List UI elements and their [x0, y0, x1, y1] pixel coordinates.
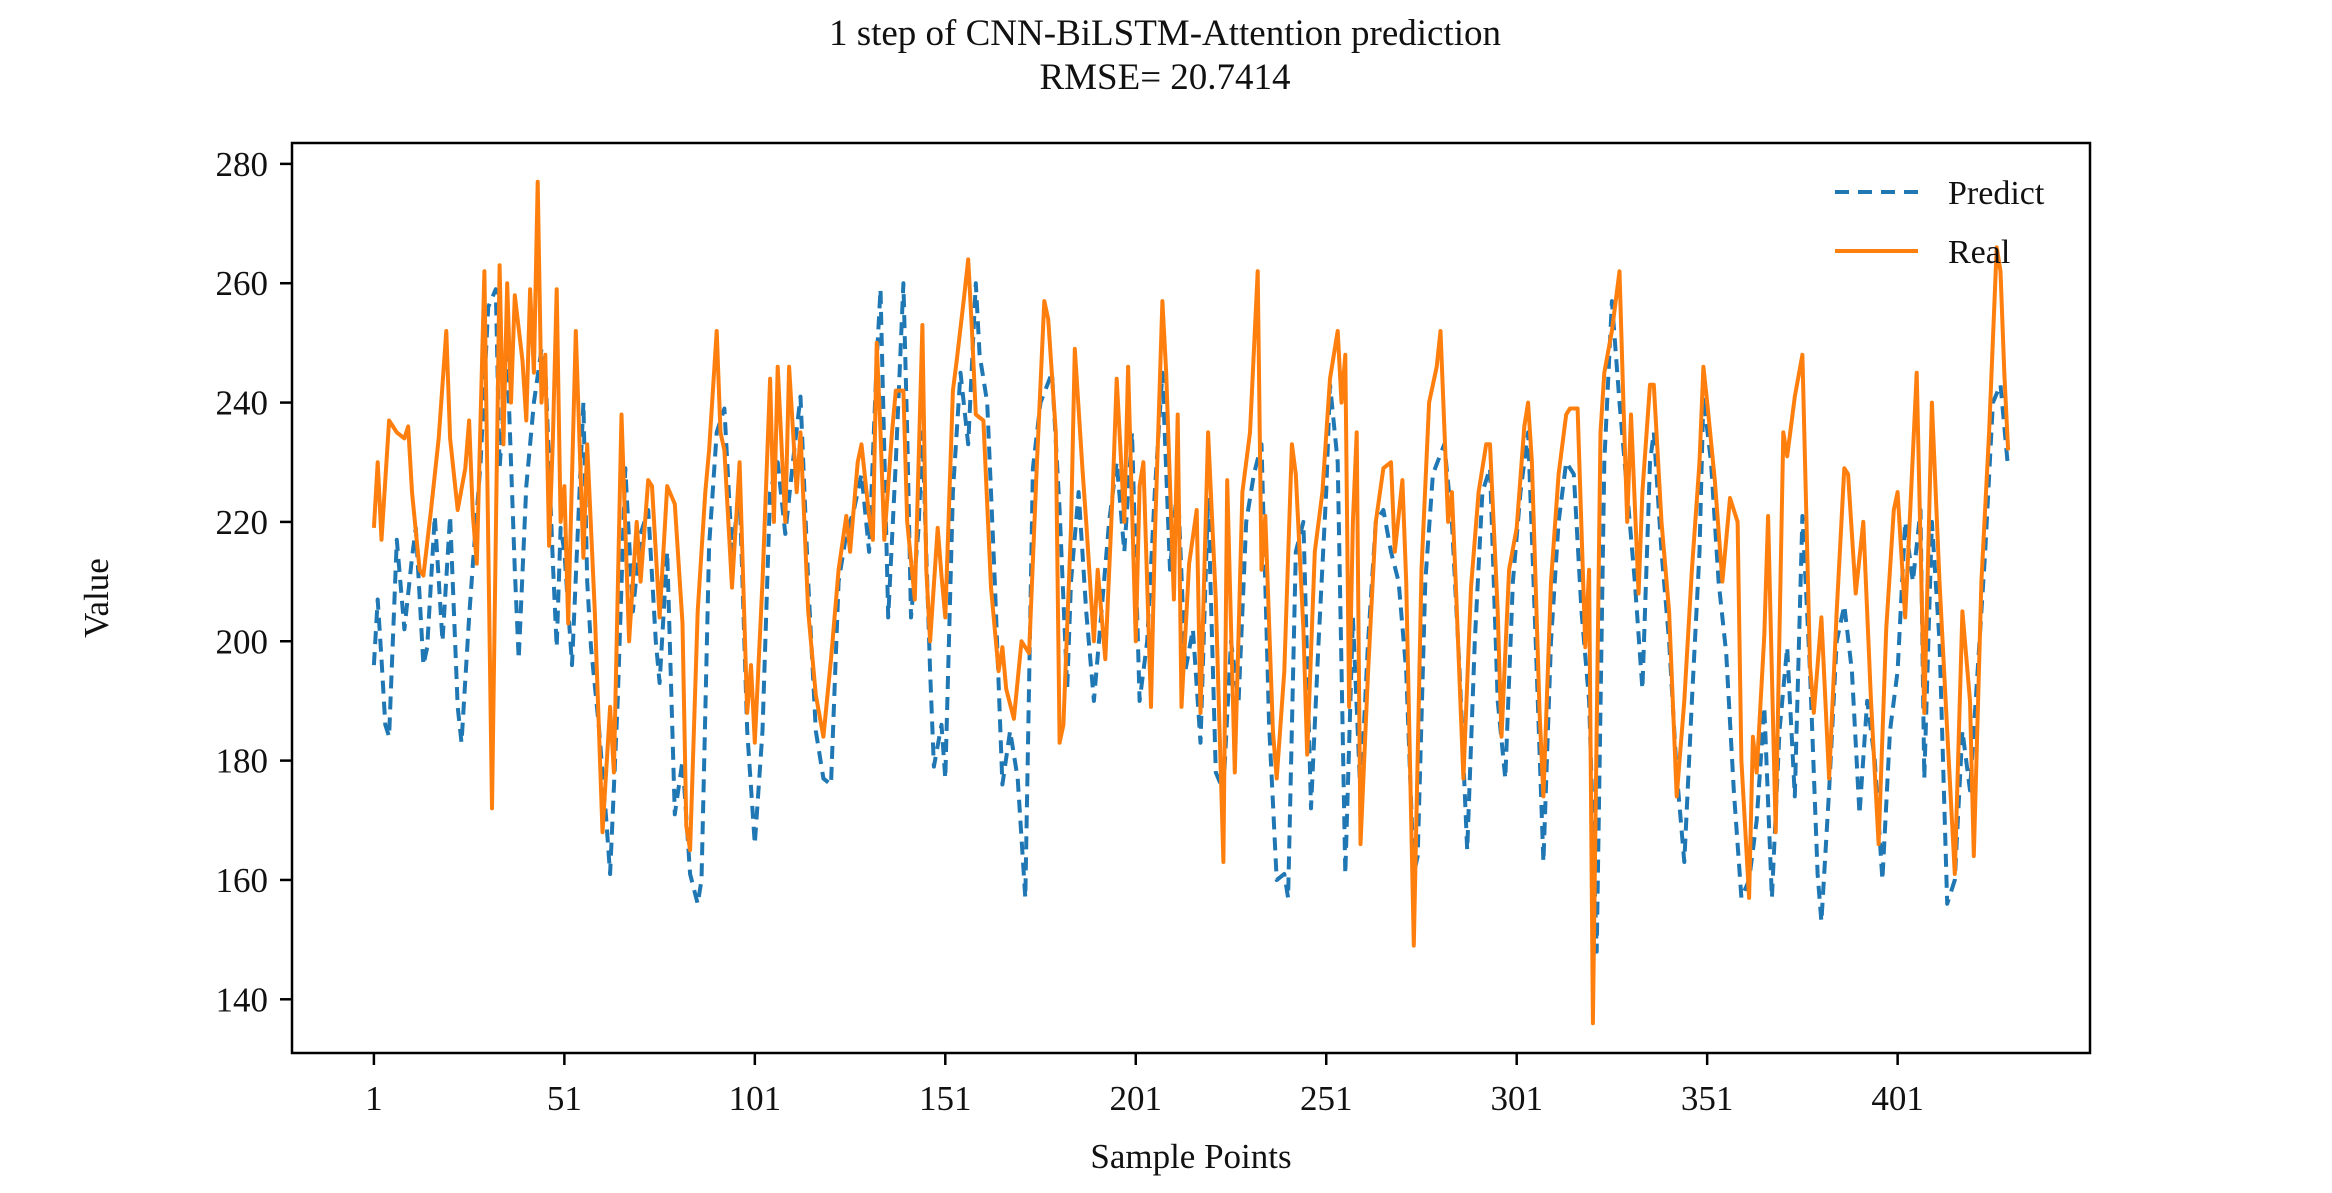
y-tick-label: 240: [216, 384, 269, 423]
x-tick-label: 401: [1871, 1079, 1924, 1118]
series-line-real: [371, 179, 2011, 1026]
axes-box: [290, 141, 2092, 1055]
x-tick-label: 251: [1300, 1079, 1353, 1118]
y-tick-label: 160: [216, 861, 269, 900]
x-axis-label: Sample Points: [1090, 1137, 1291, 1176]
y-axis-label: Value: [77, 558, 116, 638]
y-tick-label: 200: [216, 622, 269, 661]
x-tick-label: 151: [919, 1079, 972, 1118]
x-tick-label: 1: [365, 1079, 383, 1118]
legend: Predict Real: [1835, 175, 2045, 271]
x-tick-label: 301: [1490, 1079, 1543, 1118]
x-tick-label: 101: [729, 1079, 782, 1118]
ticks-layer: 1 51 101 151 201 251 301 351 4011401601802002202…: [216, 145, 1924, 1118]
chart-subtitle: RMSE= 20.7414: [1039, 57, 1290, 98]
legend-real-label: Real: [1948, 234, 2010, 271]
legend-predict-label: Predict: [1948, 175, 2045, 212]
y-tick-label: 260: [216, 264, 269, 303]
x-tick-label: 51: [547, 1079, 582, 1118]
y-tick-label: 220: [216, 503, 269, 542]
x-tick-label: 201: [1110, 1079, 1163, 1118]
y-tick-label: 140: [216, 980, 269, 1019]
y-tick-label: 180: [216, 742, 269, 781]
x-tick-label: 351: [1681, 1079, 1734, 1118]
series-layer: [371, 179, 2011, 1026]
chart-title: 1 step of CNN-BiLSTM-Attention predictio…: [829, 13, 1501, 54]
y-tick-label: 280: [216, 145, 269, 184]
